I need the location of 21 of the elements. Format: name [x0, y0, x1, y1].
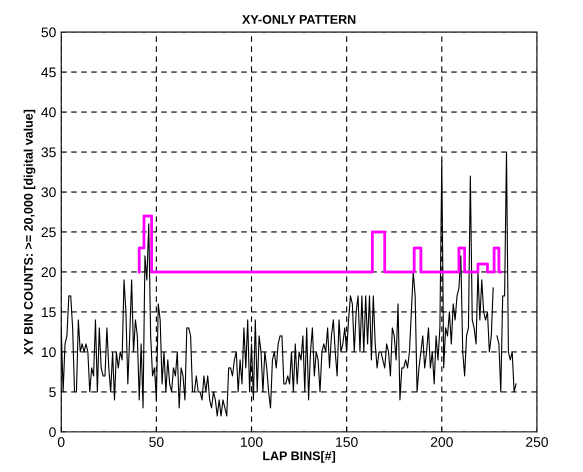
y-tick-label: 50 — [41, 27, 56, 38]
y-axis-title: XY BIN COUNTS: >= 20,000 [digital value] — [24, 110, 36, 355]
y-tick-label: 30 — [41, 187, 56, 198]
y-tick-label: 0 — [49, 427, 56, 438]
x-tick-label: 200 — [430, 437, 453, 447]
x-axis-title: LAP BINS[#] — [263, 451, 336, 463]
x-tick-label: 250 — [526, 437, 548, 447]
line-series — [138, 214, 502, 274]
x-tick-label: 150 — [336, 437, 358, 447]
y-tick-label: 40 — [41, 107, 56, 118]
x-tick-label: 50 — [149, 437, 164, 447]
y-tick-label: 5 — [49, 387, 56, 398]
chart-title: XY-ONLY PATTERN — [242, 15, 356, 24]
y-tick-label: 20 — [42, 267, 56, 278]
y-tick-label: 35 — [41, 147, 56, 158]
y-tick-label: 25 — [42, 227, 56, 238]
y-tick-label: 45 — [41, 68, 56, 78]
x-tick-label: 100 — [240, 437, 263, 447]
y-tick-label: 15 — [42, 307, 56, 318]
y-tick-label: 10 — [42, 347, 56, 358]
x-tick-label: 0 — [58, 437, 65, 447]
